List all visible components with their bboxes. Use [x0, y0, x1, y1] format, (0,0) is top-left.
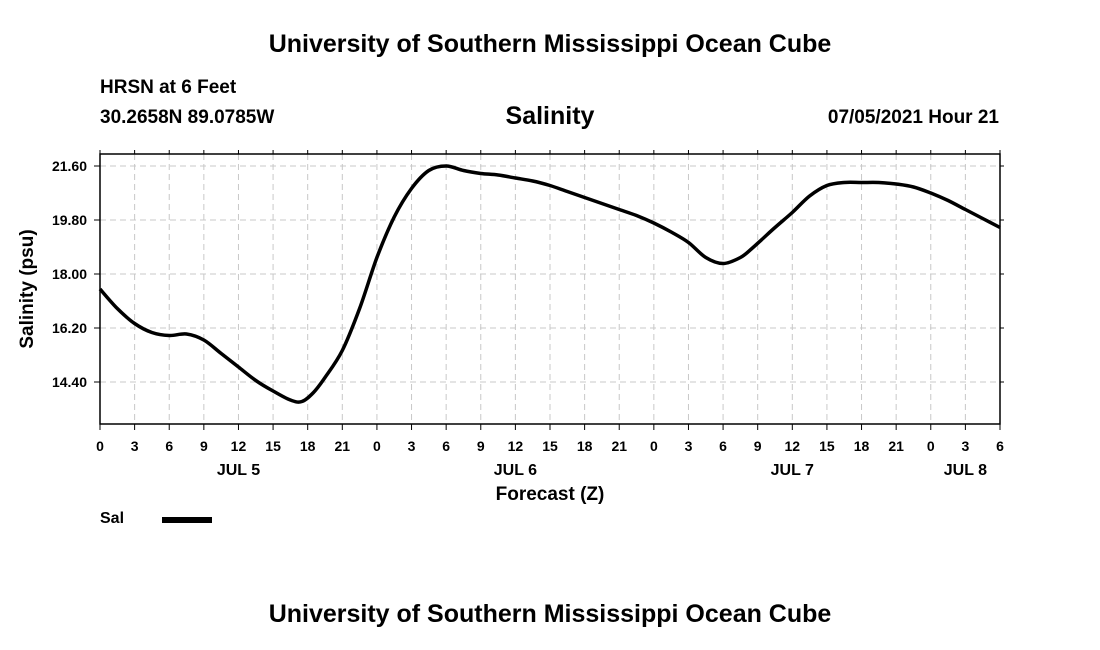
x-tick-label: 12	[508, 438, 524, 454]
x-tick-label: 9	[477, 438, 485, 454]
x-tick-label: 15	[265, 438, 281, 454]
x-tick-label: 3	[961, 438, 969, 454]
forecast-datetime: 07/05/2021 Hour 21	[827, 107, 999, 128]
x-tick-label: 18	[577, 438, 593, 454]
page-title: University of Southern Mississippi Ocean…	[268, 30, 832, 58]
x-tick-label: 15	[542, 438, 558, 454]
x-tick-label: 6	[719, 438, 727, 454]
x-tick-label: 0	[650, 438, 658, 454]
y-tick-label: 14.40	[52, 374, 87, 390]
x-tick-label: 3	[685, 438, 693, 454]
day-label: JUL 8	[944, 462, 987, 479]
station-label: HRSN at 6 Feet	[100, 77, 237, 98]
axis-labels: 0 3 6 9 12 15 18 21 0 3 6 9 12 15 18 21 0 3 6 9 12 15 18 21 0 3 6 1…	[52, 158, 1004, 479]
x-axis-title: Forecast (Z)	[496, 484, 605, 505]
x-tick-label: 15	[819, 438, 835, 454]
x-tick-label: 6	[442, 438, 450, 454]
x-tick-label: 12	[785, 438, 801, 454]
x-tick-label: 18	[300, 438, 316, 454]
series-line-sal	[98, 164, 1001, 404]
x-tick-label: 9	[754, 438, 762, 454]
x-tick-label: 21	[335, 438, 351, 454]
y-tick-label: 18.00	[52, 266, 87, 282]
x-tick-label: 6	[996, 438, 1004, 454]
day-label: JUL 5	[217, 462, 260, 479]
y-axis-title: Salinity (psu)	[17, 229, 38, 348]
x-tick-label: 6	[165, 438, 173, 454]
grid-lines	[100, 154, 1000, 424]
y-tick-label: 19.80	[52, 212, 87, 228]
legend-label: Sal	[100, 510, 125, 527]
x-tick-label: 3	[131, 438, 139, 454]
x-tick-label: 9	[200, 438, 208, 454]
legend-swatch	[162, 517, 212, 523]
day-label: JUL 6	[494, 462, 537, 479]
station-coordinates: 30.2658N 89.0785W	[100, 107, 275, 128]
x-tick-label: 0	[96, 438, 104, 454]
y-tick-label: 16.20	[52, 320, 87, 336]
plot-frame	[99, 153, 1001, 425]
x-tick-label: 21	[611, 438, 627, 454]
x-tick-label: 18	[854, 438, 870, 454]
chart-title: Salinity	[505, 102, 595, 130]
axis-ticks	[94, 150, 1004, 430]
y-tick-label: 21.60	[52, 158, 87, 174]
x-tick-label: 21	[888, 438, 904, 454]
x-tick-label: 12	[231, 438, 247, 454]
x-tick-label: 3	[408, 438, 416, 454]
day-label: JUL 7	[771, 462, 814, 479]
footer-title: University of Southern Mississippi Ocean…	[268, 600, 832, 628]
series-group	[98, 164, 1001, 404]
x-tick-label: 0	[927, 438, 935, 454]
x-tick-label: 0	[373, 438, 381, 454]
